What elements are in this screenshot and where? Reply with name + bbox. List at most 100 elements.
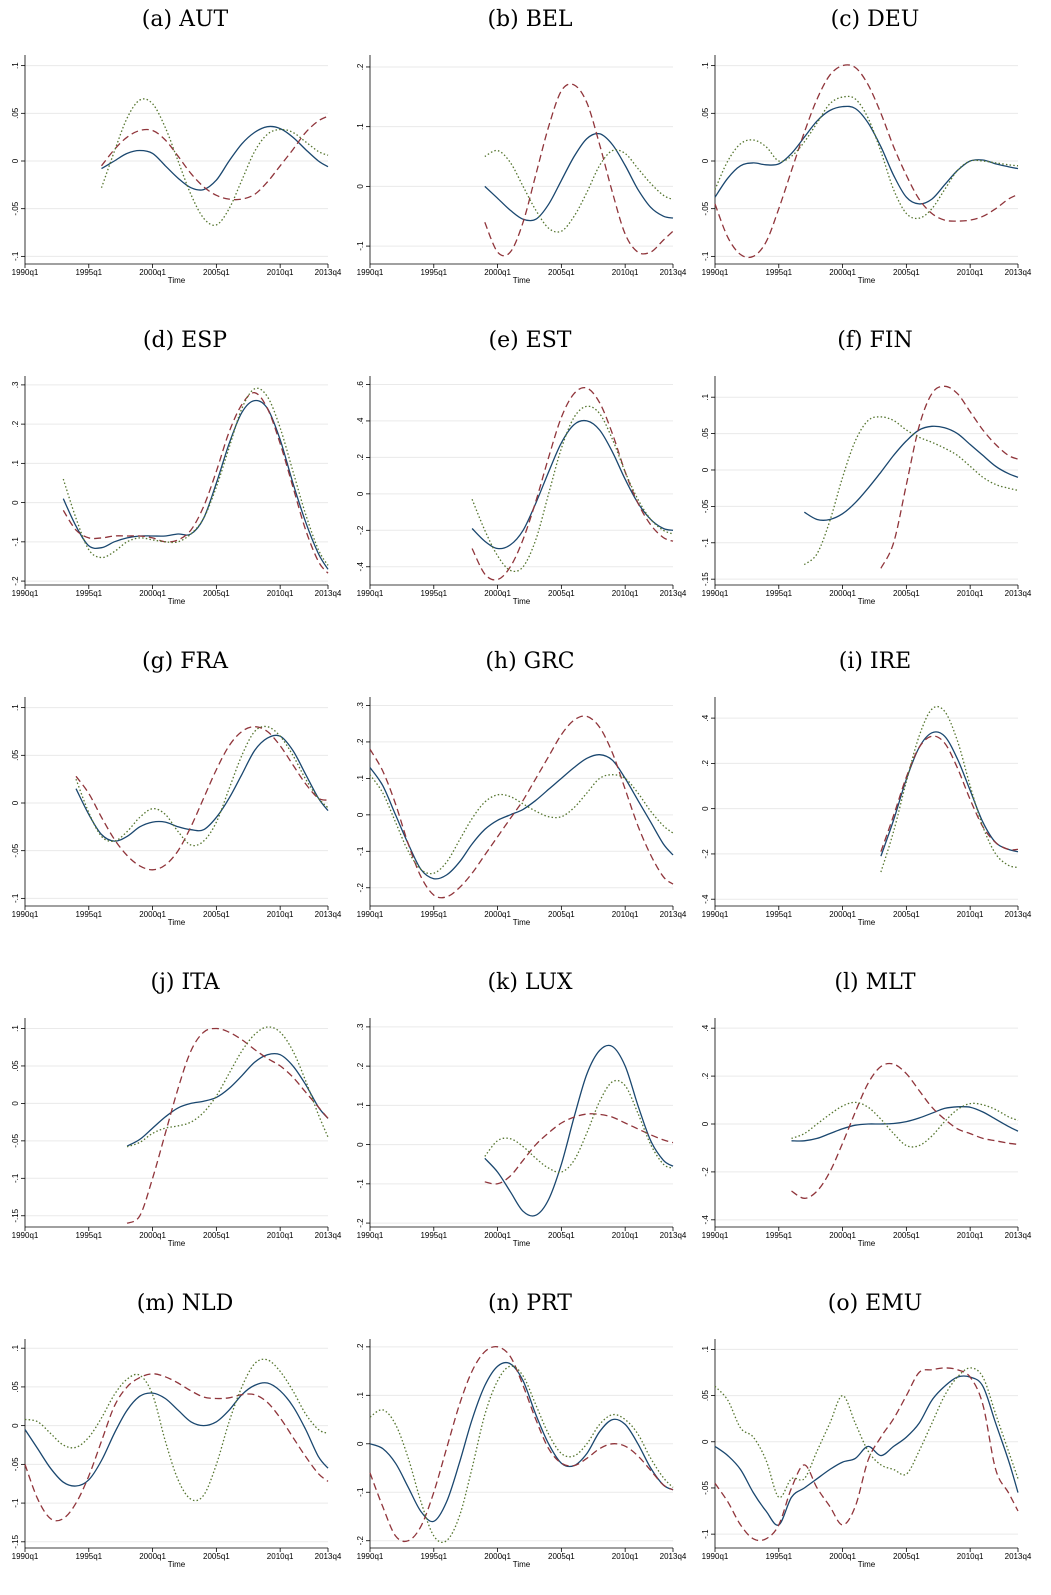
y-tick-label: -.1 [356,1487,365,1497]
y-tick-label: -.2 [356,1536,365,1546]
series-line [24,1373,329,1522]
y-tick-label: 0 [11,1423,20,1428]
x-tick-label: 1995q1 [75,910,102,919]
x-tick-label: 1990q1 [702,1552,729,1561]
y-tick-label: -.1 [356,1179,365,1189]
x-tick-label: 2013q4 [1005,1552,1032,1561]
x-tick-label: 1990q1 [12,589,39,598]
y-tick-label: .2 [701,759,710,766]
series-line [484,83,674,257]
panel-title: (j) ITA [150,970,220,995]
x-tick-label: 1995q1 [420,910,447,919]
panel-title: (c) DEU [831,7,920,32]
y-tick-label: .05 [11,1060,20,1072]
y-tick-label: -.2 [356,1218,365,1228]
x-tick-label: 2010q1 [612,1231,639,1240]
x-tick-label: 2010q1 [957,268,984,277]
x-tick-label: 1990q1 [357,1552,384,1561]
series-line [101,125,329,191]
x-tick-label: 2000q1 [484,1231,511,1240]
x-tick-label: 1995q1 [75,1552,102,1561]
series-line [75,726,329,871]
series-line [126,1026,329,1148]
y-tick-label: -.1 [356,846,365,856]
x-tick-label: 1990q1 [702,589,729,598]
y-tick-label: .2 [701,1072,710,1079]
x-tick-label: 1995q1 [420,1231,447,1240]
series-line [24,1382,329,1487]
y-tick-label: .1 [356,1391,365,1398]
x-tick-label: 1990q1 [12,1552,39,1561]
y-tick-label: -.05 [11,1457,20,1471]
x-tick-label: 1990q1 [702,1231,729,1240]
x-tick-label: 2000q1 [484,268,511,277]
x-tick-label: 2010q1 [612,910,639,919]
x-tick-label: 1990q1 [357,589,384,598]
y-tick-label: -.15 [11,1534,20,1548]
x-axis-title: Time [858,597,876,606]
y-tick-label: -.1 [701,251,710,261]
x-tick-label: 1995q1 [75,268,102,277]
x-axis-title: Time [513,276,531,285]
series-line [471,405,674,573]
y-tick-label: .2 [356,738,365,745]
y-tick-label: .05 [701,107,710,119]
series-line [714,1375,1019,1526]
series-line [714,95,1019,220]
y-tick-label: .3 [356,1023,365,1030]
x-tick-label: 1995q1 [420,589,447,598]
x-tick-label: 1995q1 [75,1231,102,1240]
x-tick-label: 2005q1 [548,268,575,277]
x-tick-label: 1990q1 [357,268,384,277]
y-tick-label: .1 [701,393,710,400]
series-line [369,1365,674,1543]
x-tick-label: 2000q1 [484,1552,511,1561]
x-tick-label: 2000q1 [139,268,166,277]
series-line [803,425,1019,521]
x-tick-label: 2005q1 [548,910,575,919]
panel-title: (b) BEL [487,7,572,32]
x-axis-title: Time [168,276,186,285]
y-tick-label: 0 [701,1439,710,1444]
x-tick-label: 1990q1 [12,1231,39,1240]
x-tick-label: 1990q1 [357,910,384,919]
x-tick-label: 2000q1 [829,1552,856,1561]
x-tick-label: 2000q1 [139,589,166,598]
x-tick-label: 2010q1 [267,1231,294,1240]
x-axis-title: Time [513,918,531,927]
y-tick-label: -.1 [11,1498,20,1508]
y-tick-label: 0 [701,1121,710,1126]
y-tick-label: .2 [356,1343,365,1350]
x-axis-title: Time [858,1239,876,1248]
panel-title: (i) IRE [839,649,912,674]
y-tick-label: -.2 [701,1167,710,1177]
series-line [100,115,329,201]
y-tick-label: 0 [701,467,710,472]
x-tick-label: 2010q1 [957,1552,984,1561]
x-tick-label: 2005q1 [203,1552,230,1561]
x-tick-label: 2005q1 [203,268,230,277]
y-tick-label: .3 [11,381,20,388]
x-tick-label: 2000q1 [829,910,856,919]
panel-title: (o) EMU [828,1291,923,1316]
panel-title: (k) LUX [487,970,572,995]
panel-title: (e) EST [489,328,572,353]
x-tick-label: 2010q1 [612,268,639,277]
x-tick-label: 1990q1 [702,910,729,919]
y-tick-label: .1 [356,123,365,130]
x-axis-title: Time [513,1560,531,1569]
series-line [880,731,1019,857]
series-line [484,1044,674,1217]
x-tick-label: 2010q1 [957,910,984,919]
x-tick-label: 2000q1 [829,1231,856,1240]
y-tick-label: -.1 [11,1173,20,1183]
y-tick-label: -.05 [11,201,20,215]
y-tick-label: 0 [356,184,365,189]
panel-title: (m) NLD [137,1291,234,1316]
x-tick-label: 2000q1 [484,589,511,598]
series-line [75,734,329,842]
y-tick-label: -.05 [701,499,710,513]
series-line [369,715,674,899]
x-tick-label: 1995q1 [765,589,792,598]
